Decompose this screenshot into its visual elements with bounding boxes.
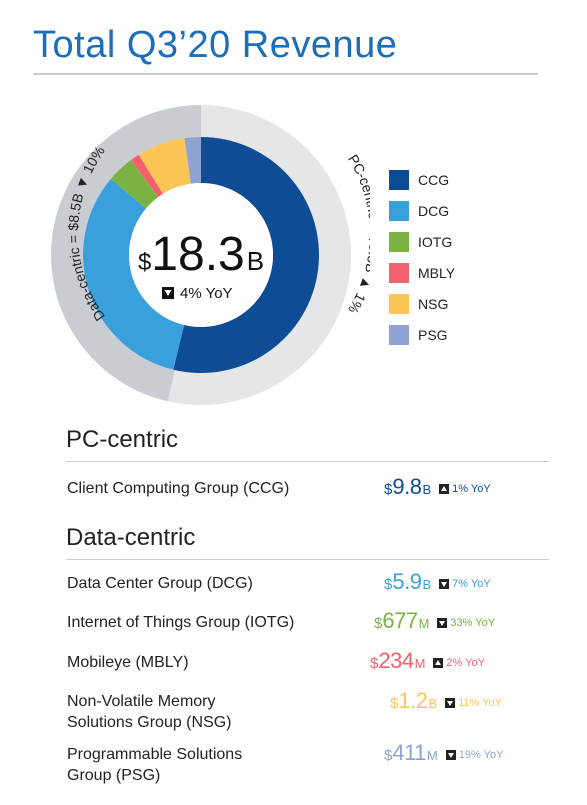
segment-revenue: $1.2 B 11% YoY <box>390 688 502 714</box>
currency-symbol: $ <box>384 747 393 764</box>
data-centric-ring <box>51 105 201 402</box>
slice-dcg <box>83 178 185 370</box>
yoy-change: 1% YoY <box>439 483 491 495</box>
svg-text:4% YoY: 4% YoY <box>180 285 233 302</box>
revenue-unit: B <box>428 696 438 711</box>
legend-item-mbly: MBLY <box>389 263 455 283</box>
up-arrow-icon <box>439 484 450 494</box>
legend-swatch <box>389 170 409 190</box>
down-arrow-icon <box>437 618 448 628</box>
yoy-change: 11% YoY <box>445 697 502 709</box>
legend-item-psg: PSG <box>389 325 455 345</box>
down-arrow-icon <box>445 698 456 708</box>
segment-revenue: $9.8 B 1% YoY <box>384 474 491 500</box>
legend-swatch <box>389 294 409 314</box>
slice-nsg <box>138 138 191 194</box>
legend-label: PSG <box>418 327 448 343</box>
center-value: $18.3B <box>138 228 264 281</box>
segment-label: Mobileye (MBLY) <box>67 654 189 671</box>
yoy-change: 19% YoY <box>445 749 504 761</box>
svg-text:$18.3B: $18.3B <box>138 228 264 281</box>
revenue-value: 5.9 <box>392 569 422 594</box>
legend-item-nsg: NSG <box>389 294 455 314</box>
segment-label: Internet of Things Group (IOTG) <box>67 614 295 631</box>
page-title: Total Q3’20 Revenue <box>33 24 398 66</box>
legend-swatch <box>389 325 409 345</box>
legend-item-iotg: IOTG <box>389 232 455 252</box>
chart-legend: CCG DCG IOTG MBLY NSG PSG <box>389 170 455 356</box>
segment-revenue: $234 M 2% YoY <box>370 648 485 674</box>
section-title-pc-centric: PC-centric <box>66 426 179 453</box>
legend-swatch <box>389 263 409 283</box>
yoy-text: 33% YoY <box>450 617 496 629</box>
yoy-text: 2% YoY <box>446 657 485 669</box>
legend-label: NSG <box>418 296 449 312</box>
yoy-change: 7% YoY <box>439 578 491 590</box>
slice-psg <box>184 137 201 184</box>
legend-swatch <box>389 201 409 221</box>
legend-item-ccg: CCG <box>389 170 455 190</box>
center-yoy: 4% YoY <box>162 285 233 302</box>
revenue-value: 411 <box>392 740 426 765</box>
down-arrow-icon <box>439 579 450 589</box>
down-arrow-icon <box>445 750 456 760</box>
revenue-unit: M <box>426 748 438 763</box>
slice-mbly <box>130 154 164 198</box>
revenue-unit: B <box>422 577 432 592</box>
pc-centric-ring <box>167 105 352 406</box>
yoy-text: 11% YoY <box>458 697 502 709</box>
currency-symbol: $ <box>384 576 393 593</box>
slice-iotg <box>110 160 159 209</box>
yoy-text: 19% YoY <box>458 749 504 761</box>
segment-revenue: $677 M 33% YoY <box>374 608 495 634</box>
revenue-unit: M <box>418 616 430 631</box>
segment-revenue: $411 M 19% YoY <box>384 740 503 766</box>
yoy-change: 2% YoY <box>433 657 485 669</box>
legend-item-dcg: DCG <box>389 201 455 221</box>
yoy-text: 1% YoY <box>452 483 491 495</box>
revenue-unit: M <box>414 656 426 671</box>
up-arrow-icon <box>433 658 444 668</box>
revenue-value: 234 <box>378 648 414 673</box>
title-divider <box>33 73 538 75</box>
yoy-text: 7% YoY <box>452 578 491 590</box>
segment-label: Non-Volatile Memory Solutions Group (NSG) <box>67 693 232 731</box>
section-divider <box>66 461 549 462</box>
currency-symbol: $ <box>384 481 393 498</box>
segment-label: Programmable Solutions Group (PSG) <box>67 746 243 784</box>
segment-revenue: $5.9 B 7% YoY <box>384 569 491 595</box>
revenue-value: 1.2 <box>398 688 428 713</box>
section-title-data-centric: Data-centric <box>66 524 196 551</box>
currency-symbol: $ <box>374 615 383 632</box>
segment-label: Client Computing Group (CCG) <box>67 480 290 497</box>
revenue-donut-chart: $18.3B 4% YoY PC-centric = $9.8B ▲ 1% Da… <box>51 105 370 406</box>
legend-label: DCG <box>418 203 450 219</box>
currency-symbol: $ <box>370 655 379 672</box>
legend-label: MBLY <box>418 265 456 281</box>
section-divider <box>66 559 549 560</box>
legend-swatch <box>389 232 409 252</box>
yoy-change: 33% YoY <box>437 617 495 629</box>
segment-label: Data Center Group (DCG) <box>67 575 253 592</box>
slice-ccg <box>173 137 320 373</box>
currency-symbol: $ <box>390 695 399 712</box>
revenue-unit: B <box>422 482 432 497</box>
legend-label: IOTG <box>418 234 453 250</box>
legend-label: CCG <box>418 172 450 188</box>
revenue-value: 677 <box>382 608 418 633</box>
revenue-value: 9.8 <box>392 474 422 499</box>
